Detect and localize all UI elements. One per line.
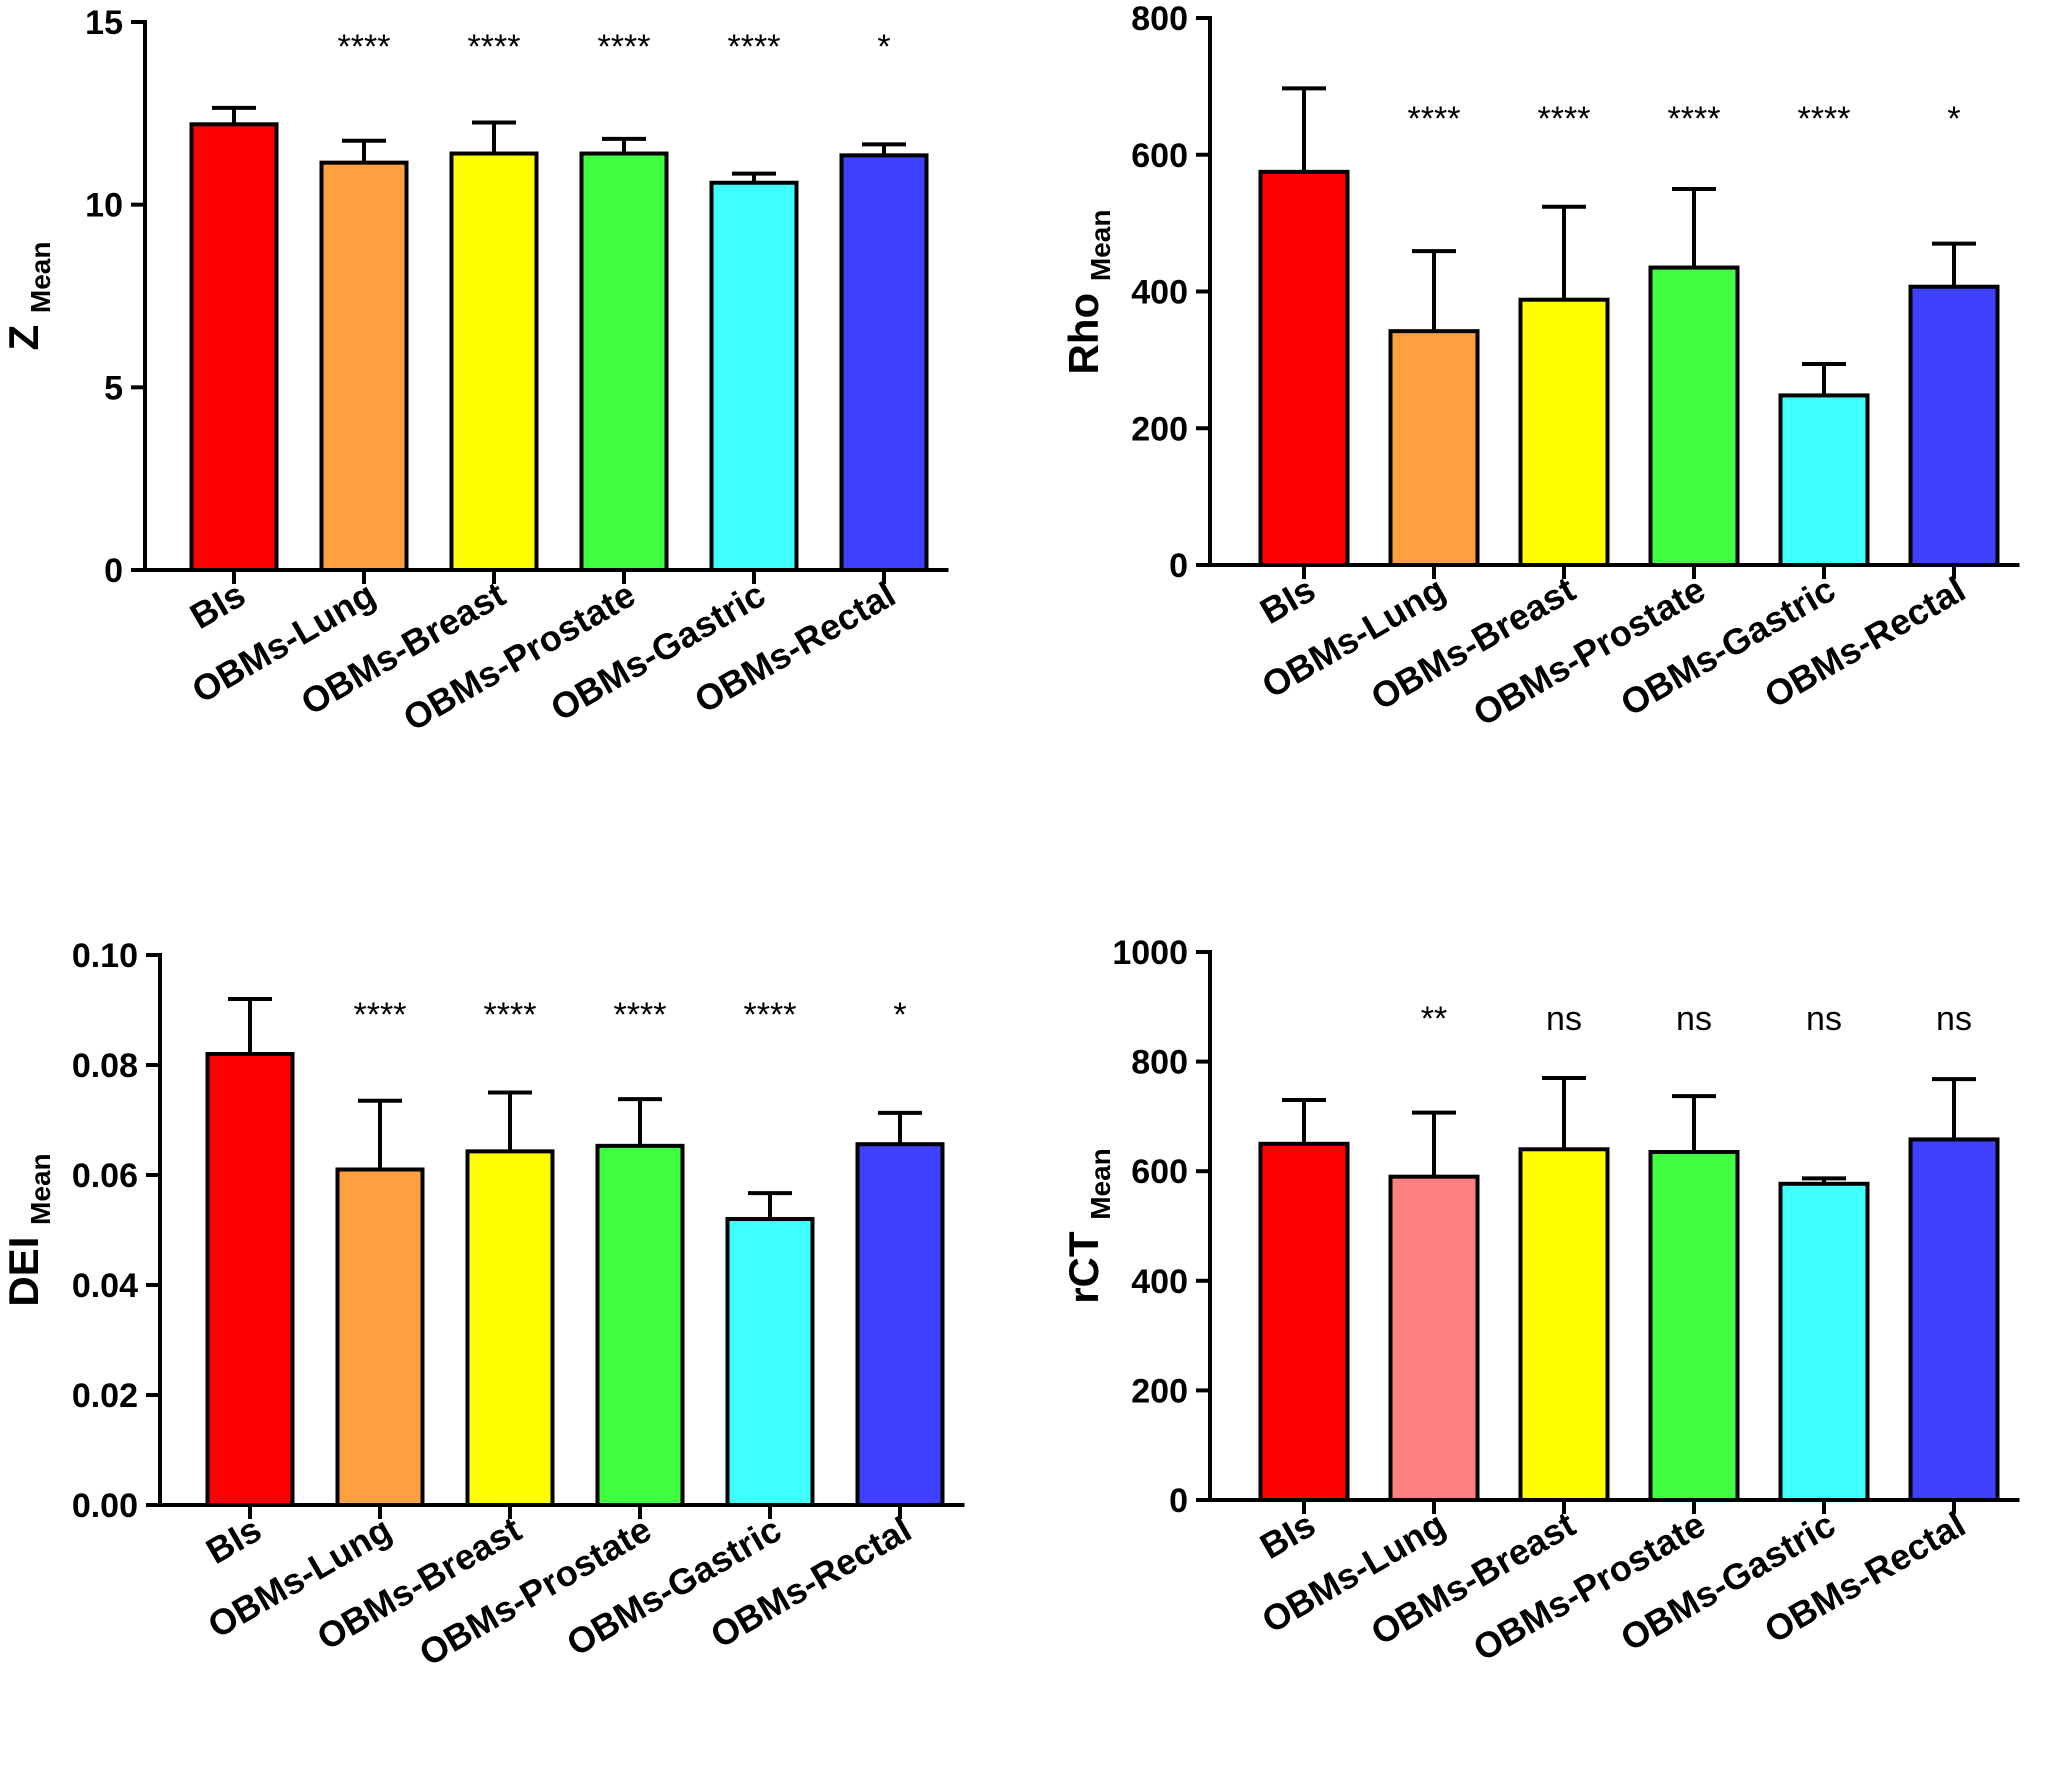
significance-label: **** xyxy=(354,996,407,1034)
bar-obms-gastric xyxy=(709,180,799,572)
y-tick-label: 800 xyxy=(1131,0,1188,38)
y-tick-label: 10 xyxy=(85,187,123,225)
y-tick-label: 400 xyxy=(1131,274,1188,312)
bar-obms-rectal xyxy=(839,153,929,572)
significance-label: **** xyxy=(744,996,797,1034)
bar-obms-rectal xyxy=(855,1142,945,1507)
bar-obms-breast xyxy=(449,151,539,573)
y-tick-label: 800 xyxy=(1131,1044,1188,1082)
category-label: OBMs-Gastric xyxy=(544,573,772,729)
panel-dei-mean: 0.000.020.040.060.080.10BIs****OBMs-Lung… xyxy=(0,937,965,1674)
category-label: OBMs-Prostate xyxy=(1466,568,1712,734)
category-label: OBMs-Prostate xyxy=(412,1508,658,1674)
bar-obms-prostate xyxy=(595,1143,685,1507)
y-tick-label: 0.04 xyxy=(72,1267,138,1305)
panel-z-mean: 051015BIs****OBMs-Lung****OBMs-Breast***… xyxy=(0,4,949,739)
y-axis-label: Rho Mean xyxy=(1060,210,1116,375)
significance-label: * xyxy=(1947,100,1960,138)
significance-label: **** xyxy=(598,28,651,66)
y-axis-label: DEI Mean xyxy=(0,1153,56,1306)
bar-obms-breast xyxy=(465,1149,555,1507)
y-tick-label: 0.10 xyxy=(72,937,138,975)
significance-label: * xyxy=(877,28,890,66)
significance-label: ns xyxy=(1676,1000,1712,1038)
significance-label: **** xyxy=(1408,100,1461,138)
category-label: OBMs-Gastric xyxy=(560,1508,788,1664)
category-label: OBMs-Gastric xyxy=(1614,568,1842,724)
category-label: BIs xyxy=(1253,1503,1322,1567)
bar-obms-prostate xyxy=(579,151,669,573)
category-label: OBMs-Prostate xyxy=(396,573,642,739)
bar-obms-gastric xyxy=(1778,1181,1870,1502)
bar-obms-gastric xyxy=(1778,393,1870,567)
bar-bis xyxy=(1258,1141,1350,1503)
bar-obms-gastric xyxy=(725,1217,815,1507)
y-tick-label: 15 xyxy=(85,4,123,42)
significance-label: **** xyxy=(484,996,537,1034)
y-tick-label: 0 xyxy=(1169,547,1188,585)
bar-obms-breast xyxy=(1518,1147,1610,1503)
significance-label: **** xyxy=(728,28,781,66)
y-tick-label: 200 xyxy=(1131,1372,1188,1410)
y-tick-label: 0.08 xyxy=(72,1047,138,1085)
y-tick-label: 1000 xyxy=(1112,934,1188,972)
bar-bis xyxy=(189,122,279,572)
category-label: BIs xyxy=(1253,568,1322,632)
y-tick-label: 0.06 xyxy=(72,1157,138,1195)
y-tick-label: 200 xyxy=(1131,410,1188,448)
significance-label: **** xyxy=(614,996,667,1034)
bar-bis xyxy=(205,1052,295,1507)
y-tick-label: 5 xyxy=(104,369,123,407)
bar-obms-rectal xyxy=(1908,284,2000,567)
y-tick-label: 400 xyxy=(1131,1263,1188,1301)
y-axis-label: rCT Mean xyxy=(1060,1148,1116,1304)
bar-obms-lung xyxy=(335,1167,425,1507)
significance-label: ns xyxy=(1546,1000,1582,1038)
bar-obms-breast xyxy=(1518,297,1610,567)
category-label: OBMs-Prostate xyxy=(1466,1503,1712,1669)
category-label: OBMs-Gastric xyxy=(1614,1503,1842,1659)
significance-label: **** xyxy=(1668,100,1721,138)
significance-label: ns xyxy=(1806,1000,1842,1038)
bar-obms-prostate xyxy=(1648,1150,1740,1503)
panel-rct-mean: 02004006008001000BIs**OBMs-LungnsOBMs-Br… xyxy=(1060,934,2020,1669)
bar-obms-lung xyxy=(1388,329,1480,567)
y-tick-label: 0.00 xyxy=(72,1487,138,1525)
bar-bis xyxy=(1258,169,1350,567)
category-label: BIs xyxy=(199,1508,268,1572)
bar-obms-lung xyxy=(319,160,409,573)
y-tick-label: 0 xyxy=(1169,1482,1188,1520)
significance-label: **** xyxy=(1798,100,1851,138)
category-label: BIs xyxy=(183,573,252,637)
significance-label: **** xyxy=(468,28,521,66)
y-tick-label: 600 xyxy=(1131,137,1188,175)
bar-obms-prostate xyxy=(1648,265,1740,567)
significance-label: ** xyxy=(1421,1000,1447,1038)
y-tick-label: 0 xyxy=(104,552,123,590)
significance-label: * xyxy=(893,996,906,1034)
y-tick-label: 600 xyxy=(1131,1153,1188,1191)
bar-obms-rectal xyxy=(1908,1137,2000,1503)
y-tick-label: 0.02 xyxy=(72,1377,138,1415)
significance-label: **** xyxy=(1538,100,1591,138)
y-axis-label: Z Mean xyxy=(0,242,56,351)
significance-label: ns xyxy=(1936,1000,1972,1038)
panel-rho-mean: 0200400600800BIs****OBMs-Lung****OBMs-Br… xyxy=(1060,0,2020,734)
significance-label: **** xyxy=(338,28,391,66)
bar-obms-lung xyxy=(1388,1174,1480,1503)
